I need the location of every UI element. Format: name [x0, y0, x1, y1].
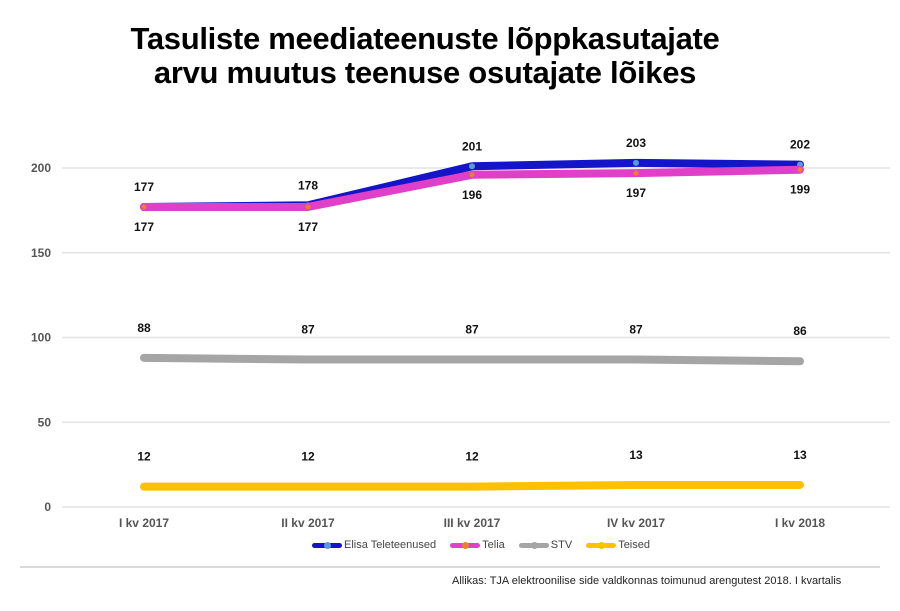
series-line-teised: [140, 480, 804, 491]
data-label-teised: 12: [137, 450, 151, 464]
data-label-elisa-teleteenused: 202: [790, 138, 810, 152]
data-point-telia: [305, 204, 311, 210]
x-tick-label: I kv 2017: [119, 516, 169, 530]
legend-item-elisa[interactable]: Elisa Teleteenused: [312, 539, 436, 551]
data-point-elisa-teleteenused: [469, 163, 475, 170]
data-point-elisa-teleteenused: [633, 159, 639, 166]
legend-swatch-stv: [518, 541, 549, 549]
legend-swatch-teised: [586, 541, 617, 549]
data-labels: 177 178 201 203 202 177 177 196 197 199 88 87 87 87 86…: [134, 136, 810, 464]
chart-title: Tasuliste meediateenuste lõppkasutajate …: [0, 22, 850, 90]
legend-item-stv[interactable]: STV: [518, 539, 573, 551]
series-line-stv: [140, 353, 804, 366]
data-label-stv: 86: [793, 324, 807, 338]
data-label-stv: 88: [137, 321, 151, 335]
data-point-telia: [141, 204, 147, 210]
data-label-teised: 12: [465, 450, 479, 464]
data-label-telia: 199: [790, 183, 810, 197]
data-label-teised: 13: [629, 448, 643, 462]
y-tick-label: 150: [31, 246, 51, 260]
footer-divider: [20, 566, 880, 568]
legend-label-telia: Telia: [482, 539, 505, 551]
legend-item-telia[interactable]: Telia: [450, 539, 505, 551]
data-label-elisa-teleteenused: 178: [298, 178, 318, 192]
y-axis-ticks: 0 50 100 150 200: [31, 161, 51, 514]
data-point-telia: [633, 170, 639, 176]
y-tick-label: 200: [31, 161, 51, 175]
data-label-teised: 12: [301, 450, 315, 464]
data-label-stv: 87: [301, 323, 315, 337]
data-label-stv: 87: [629, 323, 643, 337]
data-point-telia: [797, 167, 803, 173]
series-lines: [140, 158, 804, 491]
legend-label-teised: Teised: [618, 539, 650, 551]
y-tick-label: 50: [38, 415, 52, 429]
legend-swatch-elisa: [312, 541, 342, 549]
source-note: Allikas: TJA elektroonilise side valdkon…: [452, 575, 842, 587]
data-point-telia: [469, 172, 475, 178]
data-label-telia: 197: [626, 186, 646, 200]
y-tick-label: 100: [31, 331, 51, 345]
legend-label-elisa: Elisa Teleteenused: [344, 539, 437, 551]
legend-label-stv: STV: [550, 539, 573, 551]
chart-title-line-1: Tasuliste meediateenuste lõppkasutajate: [130, 21, 720, 56]
x-axis-ticks: I kv 2017 II kv 2017 III kv 2017 IV kv 2017…: [119, 516, 825, 530]
data-label-elisa-teleteenused: 177: [134, 180, 154, 194]
data-label-telia: 177: [298, 220, 318, 234]
legend-swatch-telia: [450, 541, 481, 549]
x-tick-label: II kv 2017: [281, 516, 335, 530]
legend: Elisa Teleteenused Telia STV Teised: [312, 538, 664, 552]
x-tick-label: III kv 2017: [444, 516, 501, 530]
data-label-elisa-teleteenused: 203: [626, 136, 646, 150]
data-label-teised: 13: [793, 448, 807, 462]
data-label-telia: 196: [462, 188, 482, 202]
x-tick-label: IV kv 2017: [607, 516, 665, 530]
y-tick-label: 0: [44, 500, 51, 514]
legend-item-teised[interactable]: Teised: [586, 539, 650, 551]
data-label-telia: 177: [134, 220, 154, 234]
data-label-stv: 87: [465, 323, 479, 337]
data-label-elisa-teleteenused: 201: [462, 139, 482, 153]
x-tick-label: I kv 2018: [775, 516, 825, 530]
chart-title-line-2: arvu muutus teenuse osutajate lõikes: [153, 55, 697, 90]
